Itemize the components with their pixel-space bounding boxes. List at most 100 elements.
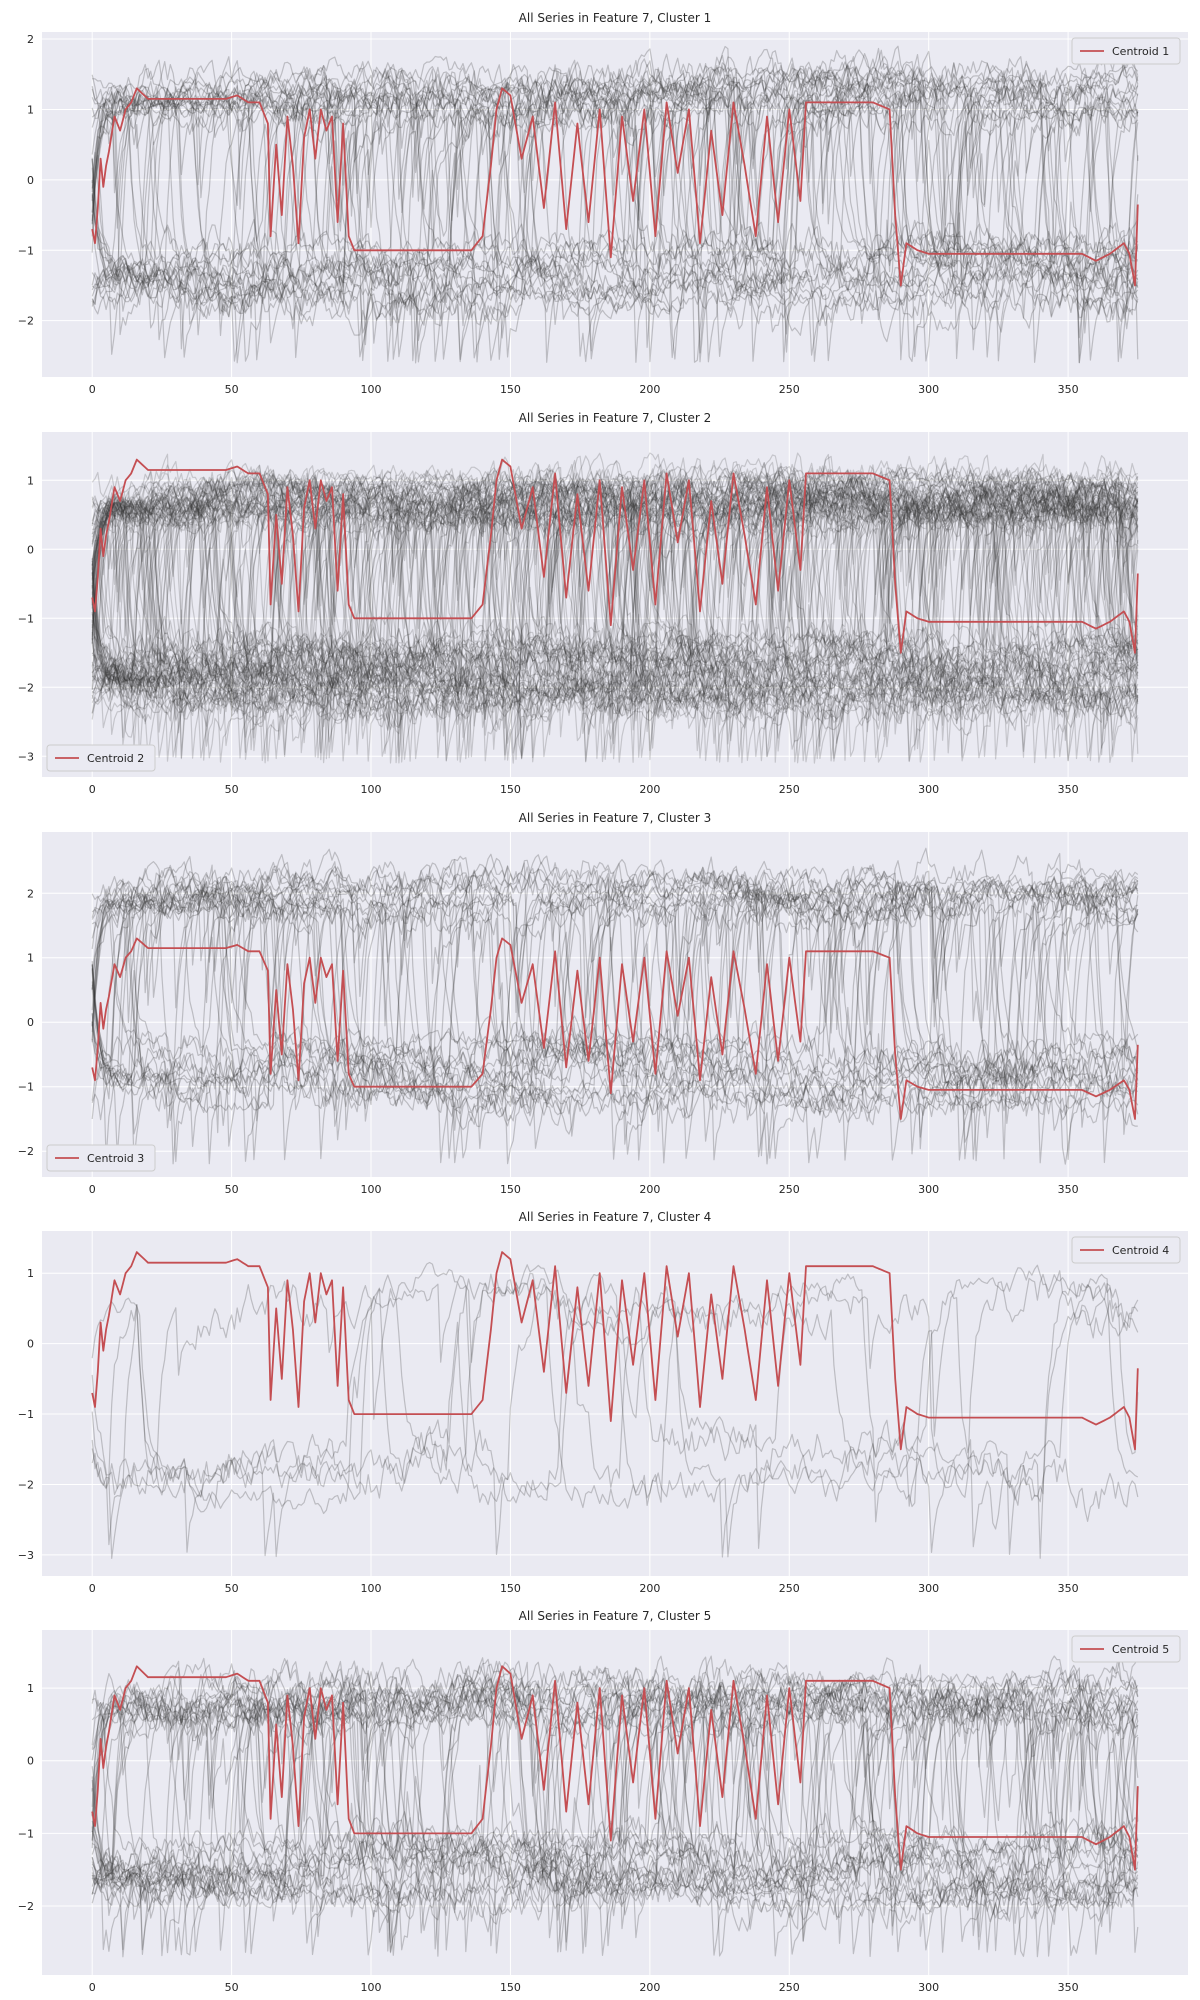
member-series-line	[91, 881, 1139, 1161]
member-series-line	[91, 464, 1139, 758]
member-series-line	[91, 88, 1139, 360]
member-series-line	[91, 83, 1138, 363]
x-tick-label: 200	[639, 1183, 660, 1196]
x-tick-label: 150	[500, 783, 521, 796]
member-series-line	[91, 465, 1139, 764]
legend: Centroid 1	[1071, 37, 1181, 65]
member-series-line	[91, 1664, 1139, 1956]
member-series-line	[91, 1660, 1139, 1957]
member-series-line	[91, 866, 1139, 1159]
member-series-line	[91, 465, 1139, 763]
member-series-line	[92, 452, 1139, 764]
member-series-line	[91, 69, 1139, 344]
member-series-line	[91, 479, 1139, 745]
x-tick-label: 100	[361, 1981, 382, 1994]
member-series-line	[91, 1668, 1139, 1957]
member-series-line	[91, 1682, 1139, 1958]
y-tick-label: −2	[18, 1145, 34, 1158]
member-series-line	[91, 68, 1139, 312]
member-series-line	[91, 488, 1139, 764]
member-series-line	[91, 461, 1139, 746]
member-series-line	[91, 866, 1139, 1107]
member-series-line	[91, 1660, 1139, 1953]
member-series-line	[91, 47, 1139, 364]
member-series-line	[91, 470, 1138, 717]
member-series-line	[91, 58, 1139, 363]
member-series-line	[91, 471, 1139, 760]
y-tick-label: −3	[18, 1549, 34, 1562]
x-tick-label: 250	[779, 383, 800, 396]
member-series-line	[91, 467, 1138, 762]
member-series-line	[91, 855, 1139, 1111]
member-series-line	[91, 1680, 1139, 1957]
member-series-line	[91, 876, 1139, 1161]
member-series-line	[91, 1665, 1139, 1947]
member-series-line	[91, 869, 1139, 1165]
member-series-line	[91, 879, 1138, 1159]
member-series-line	[91, 1270, 1139, 1506]
member-series-line	[91, 1662, 1139, 1933]
member-series-line	[91, 474, 1139, 764]
member-series-line	[91, 1688, 1139, 1957]
member-series-line	[91, 60, 1139, 351]
member-series-line	[91, 452, 1139, 709]
member-series-line	[91, 867, 1139, 1147]
member-series-line	[91, 1261, 1139, 1555]
legend: Centroid 4	[1071, 1236, 1181, 1264]
y-tick-label: 2	[27, 33, 34, 46]
member-series-line	[91, 1657, 1139, 1915]
member-series-line	[91, 471, 1139, 749]
member-series-line	[91, 478, 1139, 760]
y-tick-label: 1	[27, 474, 34, 487]
member-series-line	[91, 1674, 1139, 1956]
member-series-line	[91, 471, 1139, 760]
member-series-line	[91, 466, 1139, 762]
y-tick-label: −2	[18, 1478, 34, 1491]
member-series-line	[91, 460, 1139, 758]
member-series-line	[91, 1699, 1139, 1938]
member-series-line	[91, 486, 1139, 761]
member-series-line	[92, 474, 1139, 763]
member-series-line	[92, 1673, 1139, 1951]
member-series-line	[91, 475, 1139, 764]
y-tick-label: 1	[27, 1267, 34, 1280]
member-series-line	[91, 468, 1139, 762]
member-series-line	[91, 865, 1139, 1161]
member-series-line	[91, 869, 1139, 1164]
cluster-5-title: All Series in Feature 7, Cluster 5	[519, 1609, 712, 1623]
member-series-line	[91, 60, 1139, 360]
x-tick-label: 300	[918, 1981, 939, 1994]
cluster-1-panel: All Series in Feature 7, Cluster 1 0 50 10…	[18, 11, 1188, 396]
y-tick-label: 1	[27, 1682, 34, 1695]
member-series-line	[91, 75, 1139, 362]
member-series-line	[91, 494, 1139, 763]
cluster-3-title: All Series in Feature 7, Cluster 3	[519, 811, 712, 825]
x-tick-label: 250	[779, 1981, 800, 1994]
member-series-line	[91, 55, 1139, 363]
member-series-line	[91, 1670, 1139, 1951]
x-tick-label: 300	[918, 1582, 939, 1595]
cluster-4-title: All Series in Feature 7, Cluster 4	[519, 1210, 712, 1224]
member-series-line	[92, 474, 1139, 764]
member-series-line	[91, 1655, 1139, 1907]
member-series-line	[91, 856, 1139, 1160]
member-series-line	[91, 467, 1139, 721]
member-series-line	[91, 1657, 1139, 1953]
y-tick-label: 0	[27, 174, 34, 187]
member-series-line	[91, 471, 1139, 763]
cluster-1-title: All Series in Feature 7, Cluster 1	[519, 11, 712, 25]
y-tick-label: 1	[27, 103, 34, 116]
y-tick-label: −1	[18, 244, 34, 257]
member-series-line	[91, 60, 1139, 362]
member-series-line	[91, 467, 1139, 754]
member-series-group	[91, 45, 1139, 364]
member-series-line	[91, 453, 1139, 763]
x-tick-label: 200	[639, 1981, 660, 1994]
legend-label: Centroid 5	[1112, 1643, 1169, 1656]
x-tick-label: 50	[225, 1582, 239, 1595]
x-tick-label: 350	[1058, 383, 1079, 396]
member-series-line	[91, 476, 1139, 760]
member-series-line	[91, 64, 1139, 334]
member-series-line	[91, 465, 1139, 762]
